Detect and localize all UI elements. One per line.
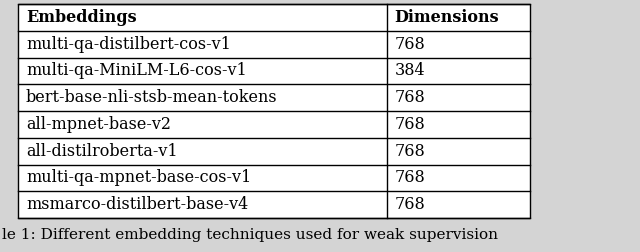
Text: bert-base-nli-stsb-mean-tokens: bert-base-nli-stsb-mean-tokens	[26, 89, 278, 106]
Text: 768: 768	[395, 89, 426, 106]
Text: multi-qa-mpnet-base-cos-v1: multi-qa-mpnet-base-cos-v1	[26, 169, 252, 186]
Text: 384: 384	[395, 62, 425, 79]
Text: all-mpnet-base-v2: all-mpnet-base-v2	[26, 116, 171, 133]
Text: 768: 768	[395, 116, 426, 133]
Text: 768: 768	[395, 36, 426, 53]
Text: msmarco-distilbert-base-v4: msmarco-distilbert-base-v4	[26, 196, 248, 213]
Text: multi-qa-MiniLM-L6-cos-v1: multi-qa-MiniLM-L6-cos-v1	[26, 62, 247, 79]
Text: le 1: Different embedding techniques used for weak supervision: le 1: Different embedding techniques use…	[2, 228, 498, 242]
Text: all-distilroberta-v1: all-distilroberta-v1	[26, 143, 178, 160]
Text: 768: 768	[395, 196, 426, 213]
Text: multi-qa-distilbert-cos-v1: multi-qa-distilbert-cos-v1	[26, 36, 231, 53]
Text: 768: 768	[395, 143, 426, 160]
Bar	[18, 4, 530, 218]
Text: Embeddings: Embeddings	[26, 9, 136, 26]
Text: 768: 768	[395, 169, 426, 186]
Text: Dimensions: Dimensions	[395, 9, 499, 26]
